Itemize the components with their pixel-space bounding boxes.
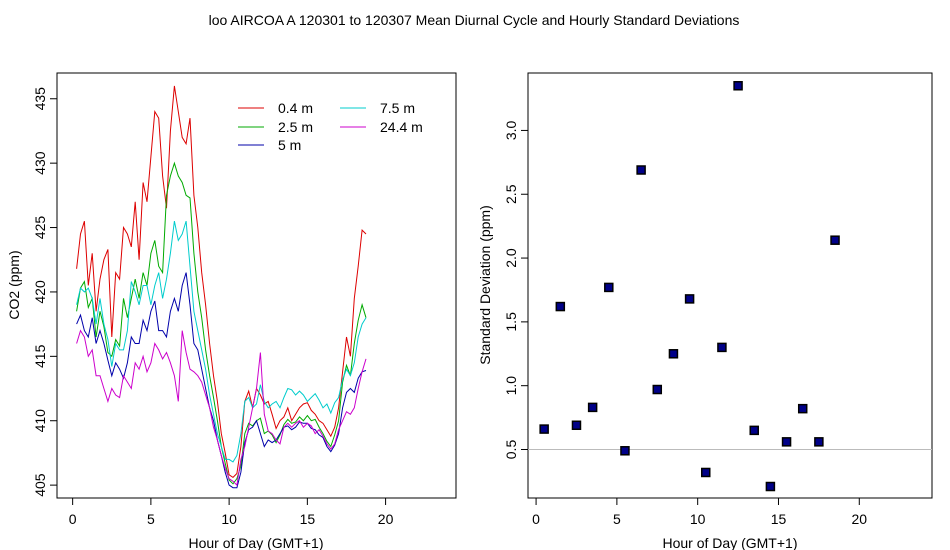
figure-title: loo AIRCOA A 120301 to 120307 Mean Diurn… xyxy=(209,12,740,28)
std-dev-point xyxy=(733,81,743,91)
std-dev-point xyxy=(701,467,711,478)
left-y-tick-label: 425 xyxy=(32,216,48,240)
legend-label: 0.4 m xyxy=(278,100,313,116)
right-y-tick-label: 0.5 xyxy=(503,440,519,460)
right-x-tick-label: 5 xyxy=(613,511,621,527)
std-dev-point xyxy=(684,294,695,304)
std-dev-point xyxy=(749,425,759,436)
std-dev-point xyxy=(620,446,630,456)
std-dev-point xyxy=(814,437,824,447)
left-x-axis-label: Hour of Day (GMT+1) xyxy=(189,535,324,550)
std-dev-point xyxy=(636,165,646,175)
right-x-tick-label: 10 xyxy=(690,511,706,527)
right-plot-frame xyxy=(527,72,933,499)
legend-label: 5 m xyxy=(278,137,301,153)
std-dev-point xyxy=(652,384,663,395)
std-dev-point xyxy=(539,424,549,434)
left-y-axis: 405 410 415 420 425 430 435 xyxy=(32,87,57,497)
right-y-tick-label: 2.5 xyxy=(503,184,519,204)
right-y-tick-label: 1.5 xyxy=(503,312,519,332)
right-x-tick-label: 15 xyxy=(771,511,787,527)
std-dev-point xyxy=(717,342,727,353)
std-dev-point xyxy=(571,420,582,431)
legend-label: 24.4 m xyxy=(380,119,423,135)
right-x-tick-label: 0 xyxy=(532,511,540,527)
std-dev-point xyxy=(604,282,614,293)
left-y-tick-label: 435 xyxy=(32,87,48,111)
left-x-tick-label: 5 xyxy=(147,511,155,527)
right-y-axis: 0.5 1.0 1.5 2.0 2.5 3.0 xyxy=(503,120,528,459)
right-x-axis: 0 5 10 15 20 xyxy=(532,498,867,527)
co2-line-chart: 0 5 10 15 20 405 410 415 420 425 430 435 0.4 m 2.5 … xyxy=(6,72,457,550)
std-dev-point xyxy=(587,402,598,413)
left-y-tick-label: 410 xyxy=(32,409,48,433)
right-y-tick-label: 3.0 xyxy=(503,120,519,140)
right-x-tick-label: 20 xyxy=(851,511,867,527)
std-dev-points xyxy=(539,81,840,492)
left-x-tick-label: 15 xyxy=(300,511,316,527)
left-legend: 0.4 m 2.5 m 5 m 7.5 m 24.4 m xyxy=(238,100,423,153)
left-y-tick-label: 420 xyxy=(32,280,48,304)
right-x-axis-label: Hour of Day (GMT+1) xyxy=(663,535,798,550)
series-line-24-4-m xyxy=(76,329,367,487)
series-line-7-5-m xyxy=(76,220,367,463)
series-line-0-4-m xyxy=(76,85,367,479)
left-y-axis-label: CO2 (ppm) xyxy=(6,250,22,319)
left-y-tick-label: 415 xyxy=(32,344,48,368)
std-dev-point xyxy=(555,301,566,312)
legend-label: 2.5 m xyxy=(278,119,313,135)
legend-label: 7.5 m xyxy=(380,100,415,116)
std-dev-scatter-chart: 0 5 10 15 20 0.5 1.0 1.5 2.0 2.5 3.0 Hour of Day … xyxy=(477,72,933,550)
left-y-tick-label: 405 xyxy=(32,473,48,497)
left-x-axis: 0 5 10 15 20 xyxy=(69,498,394,527)
std-dev-point xyxy=(765,481,776,492)
left-x-tick-label: 20 xyxy=(378,511,394,527)
co2-series-lines xyxy=(76,85,367,489)
right-y-tick-label: 1.0 xyxy=(503,376,519,396)
right-y-axis-label: Standard Deviation (ppm) xyxy=(477,205,493,365)
left-x-tick-label: 10 xyxy=(221,511,237,527)
left-x-tick-label: 0 xyxy=(69,511,77,527)
left-plot-frame xyxy=(56,72,457,499)
std-dev-point xyxy=(781,437,792,447)
std-dev-point xyxy=(797,403,808,414)
left-y-tick-label: 430 xyxy=(32,151,48,175)
right-y-tick-label: 2.0 xyxy=(503,248,519,268)
std-dev-point xyxy=(830,235,840,245)
std-dev-point xyxy=(668,349,679,359)
